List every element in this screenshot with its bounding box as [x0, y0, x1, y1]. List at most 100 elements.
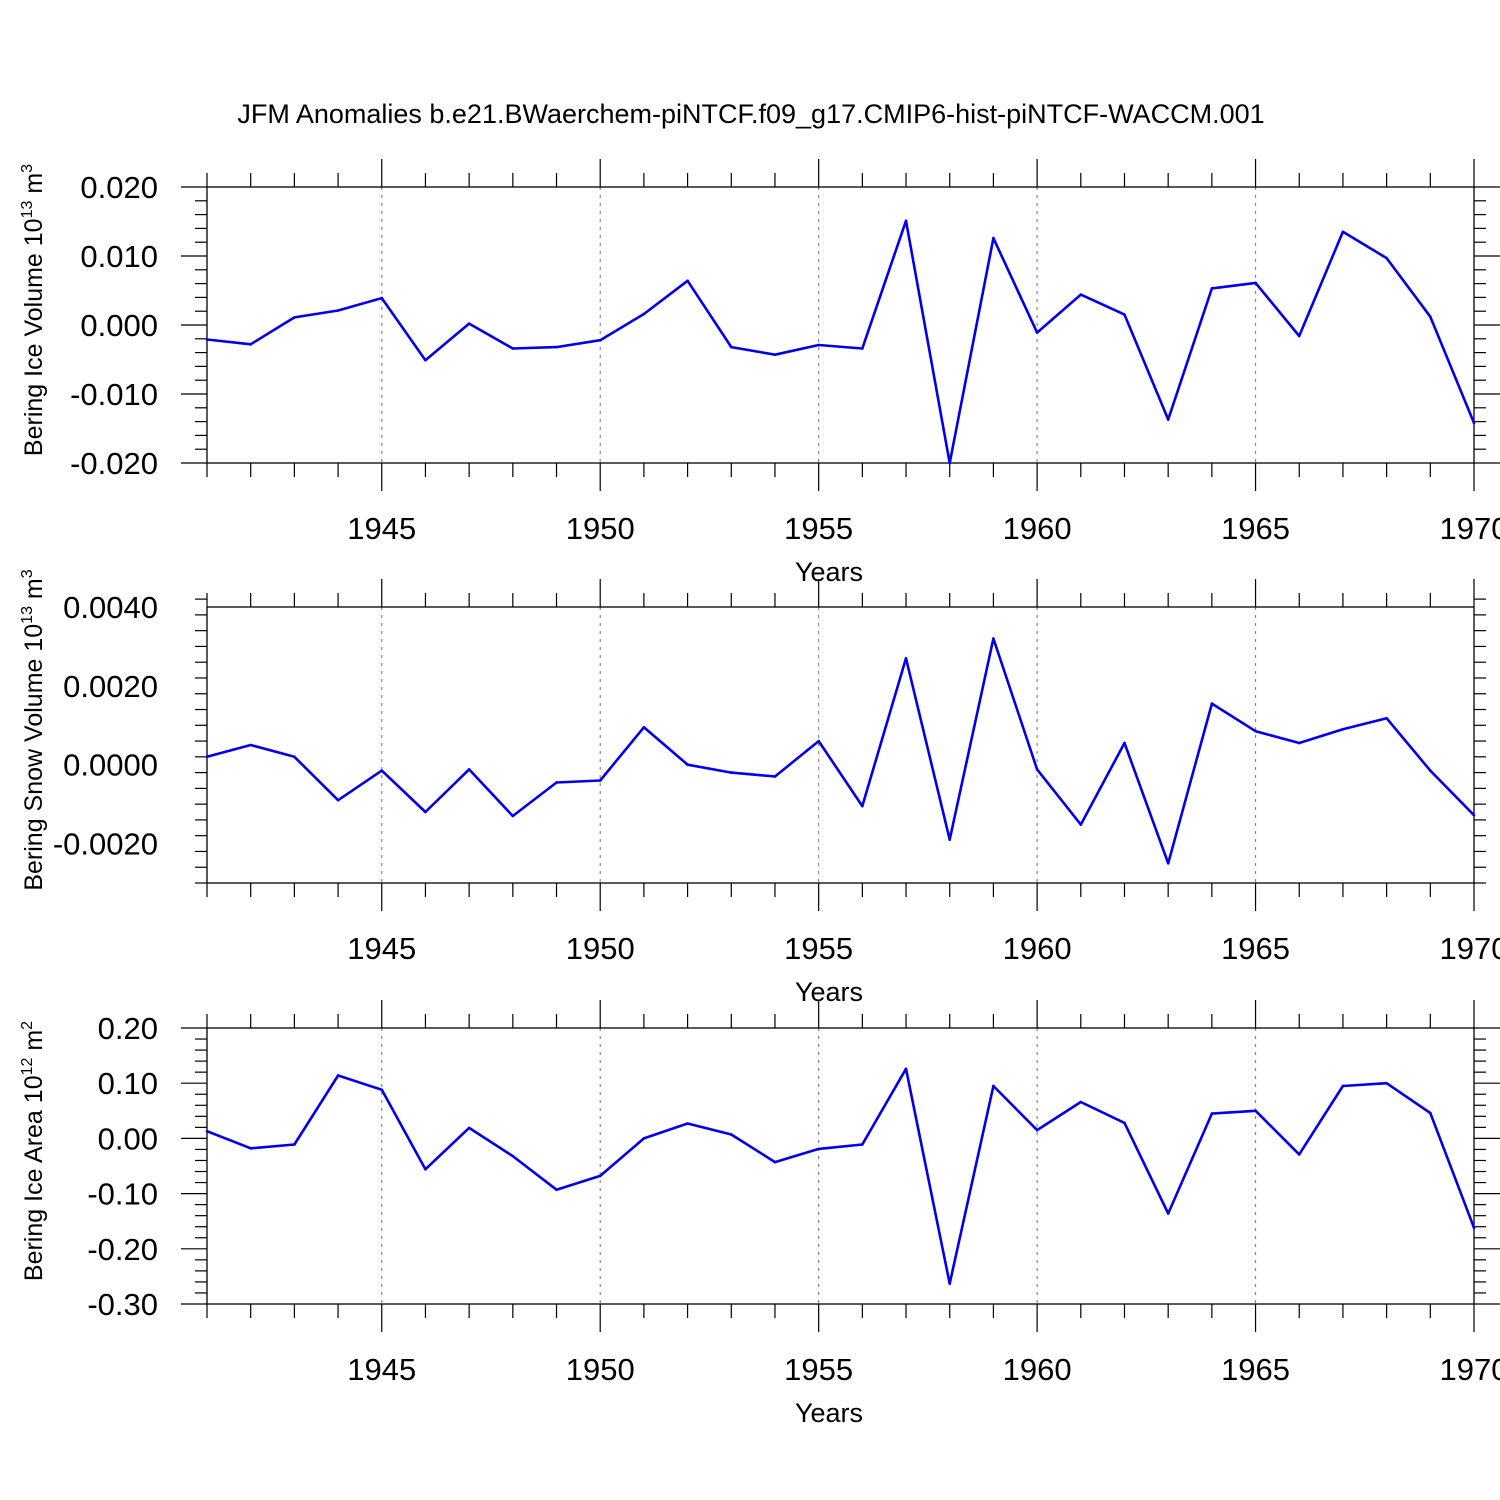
data-point: [992, 637, 995, 640]
data-point: [861, 804, 864, 808]
data-point: [555, 1188, 558, 1192]
data-point: [1035, 768, 1039, 771]
y-tick-label: 0.000: [80, 308, 158, 343]
y-tick-label: -0.0020: [53, 827, 158, 862]
data-point: [861, 347, 864, 350]
data-point: [380, 296, 384, 300]
data-point: [642, 312, 646, 316]
data-point: [729, 345, 733, 349]
y-tick-label: 0.020: [80, 170, 158, 205]
x-tick-label: 1950: [566, 511, 635, 546]
data-point: [686, 763, 689, 767]
data-point: [293, 316, 296, 319]
data-point: [1297, 741, 1301, 745]
y-tick-label: -0.010: [70, 377, 158, 412]
x-tick-label: 1965: [1221, 1352, 1290, 1387]
data-point: [1341, 727, 1345, 731]
y-tick-label: 0.0000: [63, 748, 158, 783]
data-point: [249, 343, 252, 346]
data-point: [1472, 421, 1476, 425]
y-axis-label-unit: m: [20, 1030, 48, 1058]
x-tick-label: 1945: [347, 931, 416, 966]
x-tick-label: 1965: [1221, 931, 1290, 966]
data-point: [1166, 861, 1170, 865]
y-axis-label-exp: 12: [19, 1057, 36, 1075]
data-point: [948, 1282, 952, 1285]
data-point: [1123, 1121, 1126, 1125]
y-tick-label: 0.0020: [63, 669, 158, 704]
data-point: [336, 1074, 340, 1077]
y-axis-label-unit: m: [20, 173, 48, 201]
data-point: [1254, 729, 1257, 733]
y-tick-label: 0.0040: [63, 590, 158, 625]
data-point: [380, 1088, 384, 1092]
x-tick-label: 1960: [1003, 931, 1072, 966]
x-axis-label: Years: [795, 977, 863, 1007]
data-point: [598, 1174, 602, 1178]
panel-1: -0.020 -0.010 0.000 0.010 0.020 1945 1950 1955 1…: [19, 159, 1500, 587]
data-point: [773, 353, 777, 356]
x-tick-label: 1960: [1003, 1352, 1072, 1387]
data-point: [729, 1133, 733, 1136]
x-tick-label: 1955: [784, 1352, 853, 1387]
y-axis-label-exp: 13: [19, 201, 36, 219]
data-point: [1210, 702, 1214, 705]
data-point: [1429, 769, 1432, 772]
data-point: [336, 798, 340, 802]
x-tick-label: 1950: [566, 931, 635, 966]
data-point: [555, 781, 558, 784]
data-point: [598, 779, 602, 782]
data-point: [686, 279, 689, 283]
x-tick-label: 1950: [566, 1352, 635, 1387]
data-point: [467, 768, 471, 771]
y-axis-label-name: Bering Snow Volume 10: [20, 624, 48, 891]
data-point: [205, 755, 209, 759]
data-point: [205, 1129, 209, 1133]
y-axis-label-name: Bering Ice Area 10: [20, 1075, 48, 1281]
y-axis-label-unit: m: [20, 578, 48, 606]
data-point: [948, 461, 952, 465]
data-point: [904, 656, 908, 660]
data-point: [992, 236, 995, 240]
data-point: [1385, 716, 1388, 720]
y-tick-label: 0.00: [98, 1121, 158, 1156]
data-point: [511, 1154, 515, 1158]
data-point: [511, 347, 515, 350]
data-point: [904, 1067, 908, 1071]
data-point: [1210, 287, 1214, 290]
data-point: [467, 1126, 471, 1130]
panels: -0.020 -0.010 0.000 0.010 0.020 1945 1950 1955 1…: [19, 159, 1500, 1428]
data-point: [686, 1122, 689, 1125]
data-point: [1035, 1128, 1039, 1132]
data-point: [729, 771, 733, 774]
data-point: [249, 1147, 252, 1150]
data-point: [293, 1143, 296, 1146]
data-point: [598, 338, 602, 342]
data-point: [1035, 331, 1039, 334]
data-point: [467, 322, 471, 325]
x-tick-label: 1960: [1003, 511, 1072, 546]
y-axis-label-exp: 13: [19, 606, 36, 624]
y-tick-label: 0.010: [80, 239, 158, 274]
y-tick-label: -0.30: [87, 1287, 158, 1322]
data-point: [1123, 313, 1126, 316]
data-point: [948, 838, 952, 841]
series-line: [206, 1067, 1476, 1285]
data-point: [1429, 315, 1432, 319]
plot-frame: [206, 186, 1475, 464]
x-axis-label: Years: [795, 557, 863, 587]
y-tick-label: -0.020: [70, 446, 158, 481]
data-point: [817, 343, 820, 347]
data-point: [1341, 1084, 1345, 1088]
data-point: [1166, 418, 1170, 421]
data-point: [992, 1084, 995, 1088]
data-point: [1166, 1212, 1170, 1215]
data-point: [1079, 1100, 1083, 1104]
panel-3: -0.30 -0.20 -0.10 0.00 0.10 0.20 1945 1950 1955 1…: [19, 1000, 1500, 1428]
data-point: [817, 1147, 820, 1151]
data-point: [424, 810, 427, 814]
y-axis-label-name: Bering Ice Volume 10: [20, 218, 48, 456]
y-axis-label: Bering Snow Volume 1013 m3: [19, 569, 48, 890]
data-point: [1385, 256, 1388, 260]
